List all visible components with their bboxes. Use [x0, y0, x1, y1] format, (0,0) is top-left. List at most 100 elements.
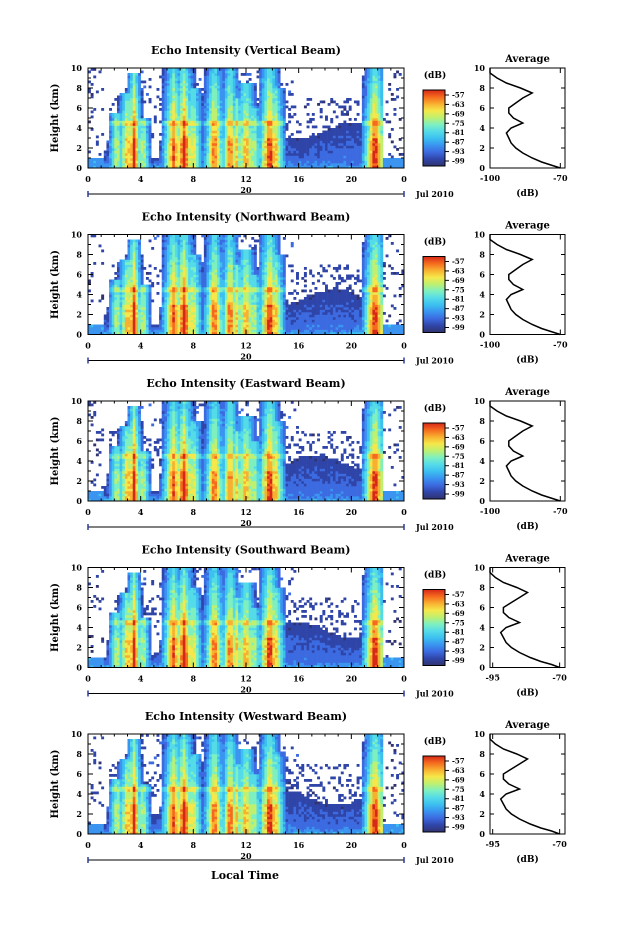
profile-y-tick-label: 6: [479, 769, 485, 779]
colorbar-tick-label: -93: [452, 480, 465, 489]
y-tick-label: 6: [76, 436, 82, 446]
y-tick-label: 10: [71, 230, 83, 240]
colorbar: [422, 256, 446, 333]
profile-y-tick-label: 2: [479, 310, 485, 320]
x-tick-label: 4: [138, 840, 144, 850]
x-tick-label: 0: [85, 840, 91, 850]
x-tick-label: 0: [401, 674, 407, 684]
x-tick-label: 20: [346, 674, 358, 684]
heatmap-cells: [88, 68, 405, 169]
panel-title: Echo Intensity (Westward Beam): [145, 710, 347, 723]
x-tick-label: 8: [191, 174, 197, 184]
y-axis-label: Height (km): [50, 583, 61, 652]
colorbar-tick-label: -69: [452, 276, 465, 285]
x-tick-label: 0: [85, 174, 91, 184]
colorbar-tick-label: -69: [452, 609, 465, 618]
x-tick-label: 16: [293, 507, 305, 517]
date-label: Jul 2010: [415, 522, 454, 532]
profile-y-tick-label: 2: [479, 809, 485, 819]
x-tick-label: 0: [401, 840, 407, 850]
colorbar-tick-label: -57: [452, 257, 465, 266]
figure-xlabel: Local Time: [211, 869, 279, 882]
chart-panel-5: Echo Intensity (Westward Beam) 0 2 4 6 8 10 Hei…: [50, 710, 567, 865]
x-tick-label: 20: [346, 840, 358, 850]
date-label: Jul 2010: [415, 356, 454, 366]
y-tick-label: 6: [76, 103, 82, 113]
profile-line: [489, 734, 560, 835]
y-tick-label: 2: [76, 310, 82, 320]
colorbar-tick-label: -87: [452, 804, 465, 813]
colorbar-tick-label: -75: [452, 785, 465, 794]
y-tick-label: 2: [76, 476, 82, 486]
profile-y-tick-label: 8: [479, 250, 485, 260]
profile-y-tick-label: 8: [479, 83, 485, 93]
profile-y-tick-label: 6: [479, 603, 485, 613]
colorbar-tick-label: -63: [452, 433, 465, 442]
y-tick-label: 0: [76, 163, 82, 173]
colorbar-tick-label: -87: [452, 304, 465, 313]
chart-panel-4: Echo Intensity (Southward Beam) 0 2 4 6 8 10 He…: [50, 544, 567, 699]
colorbar-tick-label: -69: [452, 442, 465, 451]
colorbar-tick-label: -81: [452, 628, 465, 637]
colorbar-tick-label: -87: [452, 138, 465, 147]
y-tick-label: 2: [76, 809, 82, 819]
y-tick-label: 8: [76, 83, 82, 93]
profile-frame: [489, 733, 566, 835]
panel-title: Echo Intensity (Vertical Beam): [151, 44, 341, 57]
colorbar: [422, 89, 446, 167]
colorbar-tick-label: -93: [452, 147, 465, 156]
y-tick-label: 2: [76, 643, 82, 653]
x-tick-label: 16: [293, 174, 305, 184]
x-tick-label: 0: [85, 341, 91, 351]
profile-x-tick-label: -95: [485, 839, 499, 849]
y-tick-label: 2: [76, 143, 82, 153]
profile-xlabel: (dB): [516, 355, 538, 366]
x-tick-label: 16: [293, 341, 305, 351]
colorbar-tick-label: -87: [452, 637, 465, 646]
profile-y-tick-label: 10: [474, 396, 486, 406]
colorbar-tick-label: -81: [452, 461, 465, 470]
profile-y-tick-label: 0: [479, 163, 485, 173]
profile-x-tick-label: -70: [552, 673, 567, 683]
colorbar: [422, 422, 446, 500]
panel-title: Echo Intensity (Northward Beam): [142, 211, 351, 224]
date-label: Jul 2010: [415, 689, 454, 699]
profile-y-tick-label: 10: [474, 563, 486, 573]
profile-y-tick-label: 10: [474, 729, 486, 739]
colorbar-tick-label: -75: [452, 119, 465, 128]
y-tick-label: 4: [76, 123, 82, 133]
date-tick-label: 20: [240, 352, 252, 362]
colorbar-tick-label: -63: [452, 766, 465, 775]
colorbar-tick-label: -75: [452, 452, 465, 461]
x-tick-label: 0: [401, 507, 407, 517]
profile-xlabel: (dB): [516, 688, 538, 699]
profile-x-tick-label: -70: [553, 506, 568, 516]
date-label: Jul 2010: [415, 855, 454, 865]
profile-title: Average: [504, 554, 550, 565]
x-tick-label: 0: [401, 341, 407, 351]
profile-y-tick-label: 6: [479, 270, 485, 280]
x-tick-label: 12: [240, 174, 251, 184]
profile-x-tick-label: -70: [553, 173, 568, 183]
colorbar-tick-label: -93: [452, 647, 465, 656]
chart-panel-1: Echo Intensity (Vertical Beam) 0 2 4 6 8 10 Hei…: [50, 44, 568, 199]
date-tick-label: 20: [240, 185, 252, 195]
colorbar-title: (dB): [424, 736, 446, 747]
profile-line: [489, 401, 561, 502]
x-tick-label: 8: [191, 840, 197, 850]
profile-y-tick-label: 2: [479, 643, 485, 653]
y-tick-label: 6: [76, 769, 82, 779]
y-tick-label: 10: [71, 563, 83, 573]
y-tick-label: 4: [76, 789, 82, 799]
date-tick-label: 20: [240, 685, 252, 695]
colorbar-tick-label: -57: [452, 757, 465, 766]
profile-xlabel: (dB): [516, 188, 538, 199]
profile-frame: [489, 67, 566, 169]
profile-line: [489, 68, 561, 169]
x-tick-label: 4: [138, 174, 144, 184]
profile-x-tick-label: -70: [552, 839, 567, 849]
profile-y-tick-label: 4: [479, 290, 485, 300]
profile-y-tick-label: 0: [479, 663, 485, 673]
colorbar-tick-label: -93: [452, 813, 465, 822]
